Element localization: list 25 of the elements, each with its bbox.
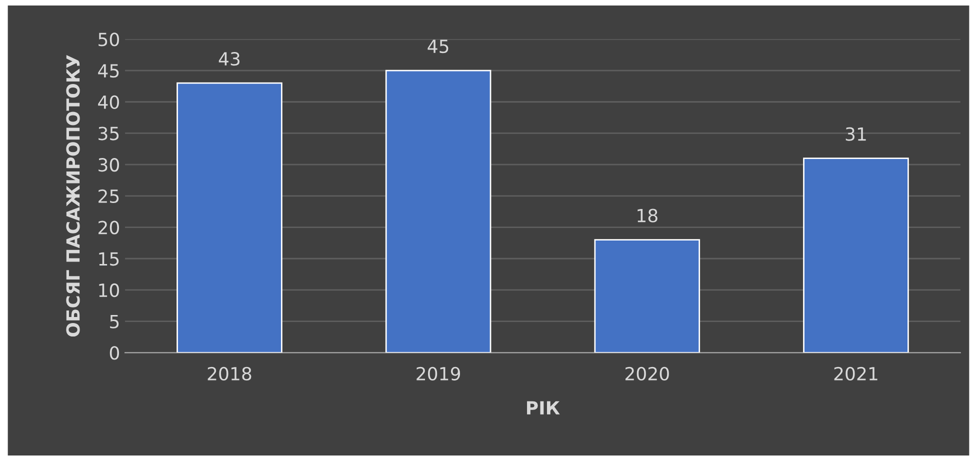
y-tick-label: 0 — [110, 346, 119, 360]
bar — [385, 70, 492, 353]
x-axis-title: РІК — [527, 401, 560, 414]
y-tick-label: 20 — [98, 220, 119, 234]
data-label: 31 — [846, 127, 866, 141]
y-tick-label: 45 — [98, 64, 119, 78]
y-axis-title: ОБСЯГ ПАСАЖИРОПОТОКУ — [66, 54, 80, 337]
x-tick-label: 2020 — [625, 366, 669, 381]
data-label: 18 — [638, 208, 658, 222]
y-tick-label: 30 — [98, 158, 119, 172]
y-tick-label: 10 — [99, 283, 119, 298]
y-tick-label: 35 — [98, 126, 119, 140]
y-tick-label: 15 — [99, 252, 119, 266]
y-tick-label: 25 — [98, 189, 119, 204]
bar — [803, 158, 909, 353]
x-tick-label: 2021 — [834, 366, 878, 381]
x-tick-label: 2018 — [208, 366, 252, 381]
y-tick-label: 5 — [110, 315, 119, 328]
y-tick-label: 40 — [98, 95, 119, 109]
data-label: 43 — [218, 52, 240, 66]
bar — [594, 239, 700, 353]
data-label: 45 — [428, 40, 448, 54]
y-tick-label: 50 — [98, 32, 119, 46]
x-tick-label: 2019 — [416, 366, 460, 381]
bar — [176, 82, 282, 353]
